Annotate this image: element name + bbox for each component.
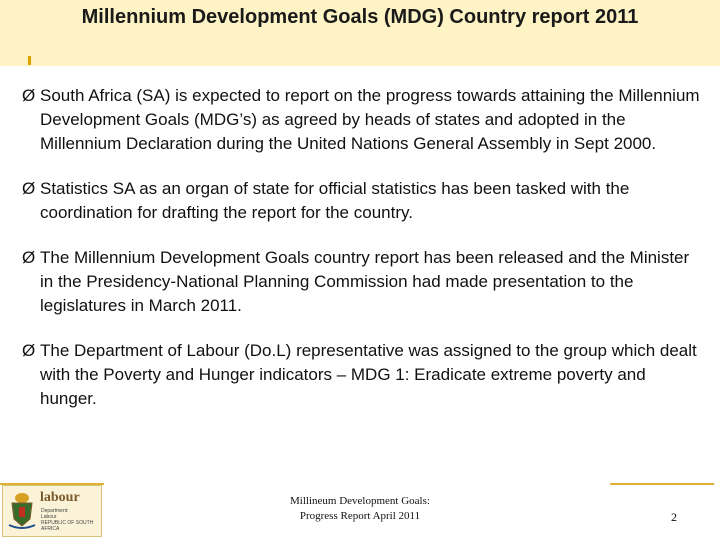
bullet-text: The Department of Labour (Do.L) represen… <box>40 341 697 408</box>
footer-caption: Millineum Development Goals: Progress Re… <box>260 494 460 524</box>
page-number: 2 <box>671 510 677 524</box>
footer-caption-line2: Progress Report April 2011 <box>299 510 421 522</box>
footer-caption-line1: Millineum Development Goals: <box>290 495 430 507</box>
footer-divider-left <box>0 483 104 485</box>
title-band <box>0 0 720 66</box>
logo-wordmark: labour <box>40 490 80 505</box>
bullet-text: Statistics SA as an organ of state for o… <box>40 179 630 222</box>
footer-divider-right <box>610 483 714 485</box>
arrow-bullet-icon: Ø <box>22 179 36 198</box>
department-of-labour-logo: labour Department: Labour REPUBLIC OF SO… <box>2 485 102 537</box>
logo-subtext: Department: Labour REPUBLIC OF SOUTH AFR… <box>41 508 94 532</box>
bullet-text: South Africa (SA) is expected to report … <box>40 86 700 153</box>
list-item: Ø The Millennium Development Goals count… <box>22 246 702 318</box>
bullet-text: The Millennium Development Goals country… <box>40 248 690 315</box>
title-accent-tick <box>28 56 31 65</box>
arrow-bullet-icon: Ø <box>22 248 36 267</box>
list-item: Ø Statistics SA as an organ of state for… <box>22 177 702 225</box>
arrow-bullet-icon: Ø <box>22 341 36 360</box>
coat-of-arms-icon <box>8 493 36 529</box>
page-title: Millennium Development Goals (MDG) Count… <box>81 6 639 28</box>
list-item: Ø South Africa (SA) is expected to repor… <box>22 84 702 156</box>
bullet-list: Ø South Africa (SA) is expected to repor… <box>22 84 702 432</box>
arrow-bullet-icon: Ø <box>22 86 36 105</box>
list-item: Ø The Department of Labour (Do.L) repres… <box>22 339 702 411</box>
